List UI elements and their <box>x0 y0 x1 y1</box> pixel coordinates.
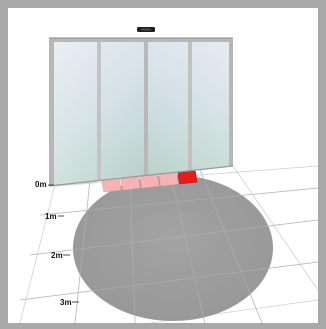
distance-label-1m: 1m <box>45 212 57 221</box>
distance-label-2m: 2m <box>51 251 63 260</box>
area-grid-line <box>169 171 206 324</box>
zone-segment <box>158 172 179 187</box>
detection-area <box>73 175 273 321</box>
distance-ticks <box>48 184 79 303</box>
area-grid-line <box>19 261 319 301</box>
distance-label-3m: 3m <box>60 298 72 307</box>
area-grid-line <box>74 179 91 324</box>
zone-segments <box>101 170 198 193</box>
area-grid-line <box>39 187 319 216</box>
zone-segment <box>139 174 160 189</box>
zone-segment <box>101 178 122 193</box>
detection-area-grid <box>19 169 319 324</box>
zone-segment <box>120 176 141 191</box>
glass-door <box>48 37 234 187</box>
door-threshold <box>48 165 234 187</box>
distance-label-0m: 0m <box>35 180 47 189</box>
grid-line <box>232 165 319 291</box>
area-grid-line <box>129 175 136 324</box>
area-grid-line <box>29 219 319 256</box>
area-grid-line <box>199 169 263 324</box>
zone-segment-active <box>177 170 198 185</box>
distance-labels: 0m 1m 2m 3m <box>35 180 72 307</box>
glass-reflection <box>54 42 229 186</box>
sensor-lens <box>141 28 151 31</box>
